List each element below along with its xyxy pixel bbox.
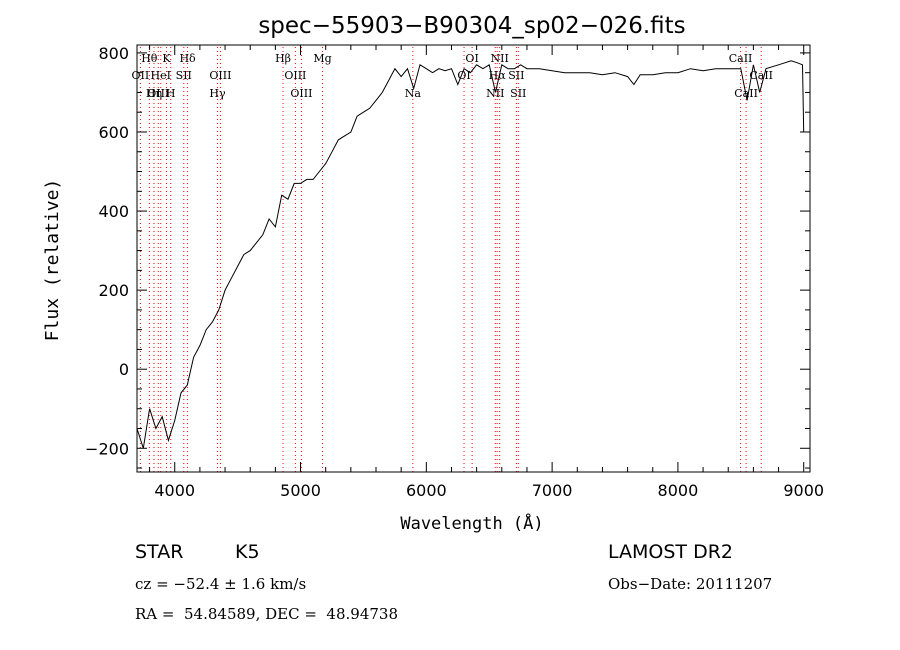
sky-coordinates: RA = 54.84589, DEC = 48.94738 [135, 605, 399, 623]
spectral-line-label: CaII [729, 52, 753, 65]
chart-title: spec−55903−B90304_sp02−026.fits [258, 13, 685, 39]
x-tick-label: 6000 [406, 481, 447, 500]
spectral-line-label: OII [132, 69, 150, 82]
spectral-line-label: Hα [489, 69, 507, 82]
spectral-line-label: Hη [146, 87, 162, 100]
y-tick-label: −200 [85, 439, 129, 458]
spectral-line-label: H [166, 87, 176, 100]
y-axis-ticks: −200 0 200 400 600 800 [85, 44, 810, 469]
y-tick-label: 800 [98, 44, 129, 63]
x-axis-ticks: 4000 5000 6000 7000 8000 9000 [149, 45, 824, 500]
y-tick-label: 200 [98, 281, 129, 300]
x-tick-label: 5000 [280, 481, 321, 500]
spectral-line-labels: Hθ OII OIII K HeI Hη H Hδ SII OIII Hγ Hβ OIII OIII Mg N… [132, 52, 773, 100]
y-tick-label: 600 [98, 123, 129, 142]
spectral-line-label: Hγ [209, 87, 226, 100]
spectral-line-label: Mg [313, 52, 331, 65]
spectral-line-label: SII [510, 87, 526, 100]
spectral-line-label: CaII [749, 69, 773, 82]
spectral-line-label: OIII [209, 69, 231, 82]
spectral-line-label: K [162, 52, 171, 65]
observation-date: Obs−Date: 20111207 [608, 575, 773, 593]
spectral-line-label: Na [405, 87, 422, 100]
spectrum-line [136, 60, 805, 449]
object-class: STAR [135, 541, 184, 563]
plot-frame [136, 44, 811, 473]
x-tick-label: 8000 [658, 481, 699, 500]
redshift-value: cz = −52.4 ± 1.6 km/s [135, 575, 307, 593]
spectral-line-markers [139, 47, 762, 472]
spectral-line-label: Hβ [275, 52, 291, 65]
y-tick-label: 400 [98, 202, 129, 221]
spectral-line-label: Hδ [179, 52, 196, 65]
x-tick-label: 9000 [783, 481, 824, 500]
spectral-line-label: OI [465, 52, 478, 65]
x-tick-label: 4000 [154, 481, 195, 500]
spectral-line-label: HeI [151, 69, 171, 82]
spectral-line-label: NII [486, 87, 504, 100]
y-tick-label: 0 [119, 360, 129, 379]
spectral-line-label: OIII [147, 87, 169, 100]
x-axis-label: Wavelength (Å) [400, 512, 543, 534]
object-subclass: K5 [235, 541, 260, 563]
spectral-line-label: SII [508, 69, 524, 82]
spectral-line-label: Hθ [141, 52, 158, 65]
spectral-line-label: OI [457, 69, 470, 82]
spectral-line-label: SII [176, 69, 192, 82]
spectral-line-label: NII [491, 52, 509, 65]
spectral-line-label: OIII [290, 87, 312, 100]
y-axis-label: Flux (relative) [42, 179, 63, 342]
x-tick-label: 7000 [532, 481, 573, 500]
spectral-line-label: OIII [284, 69, 306, 82]
survey-name: LAMOST DR2 [608, 541, 733, 563]
